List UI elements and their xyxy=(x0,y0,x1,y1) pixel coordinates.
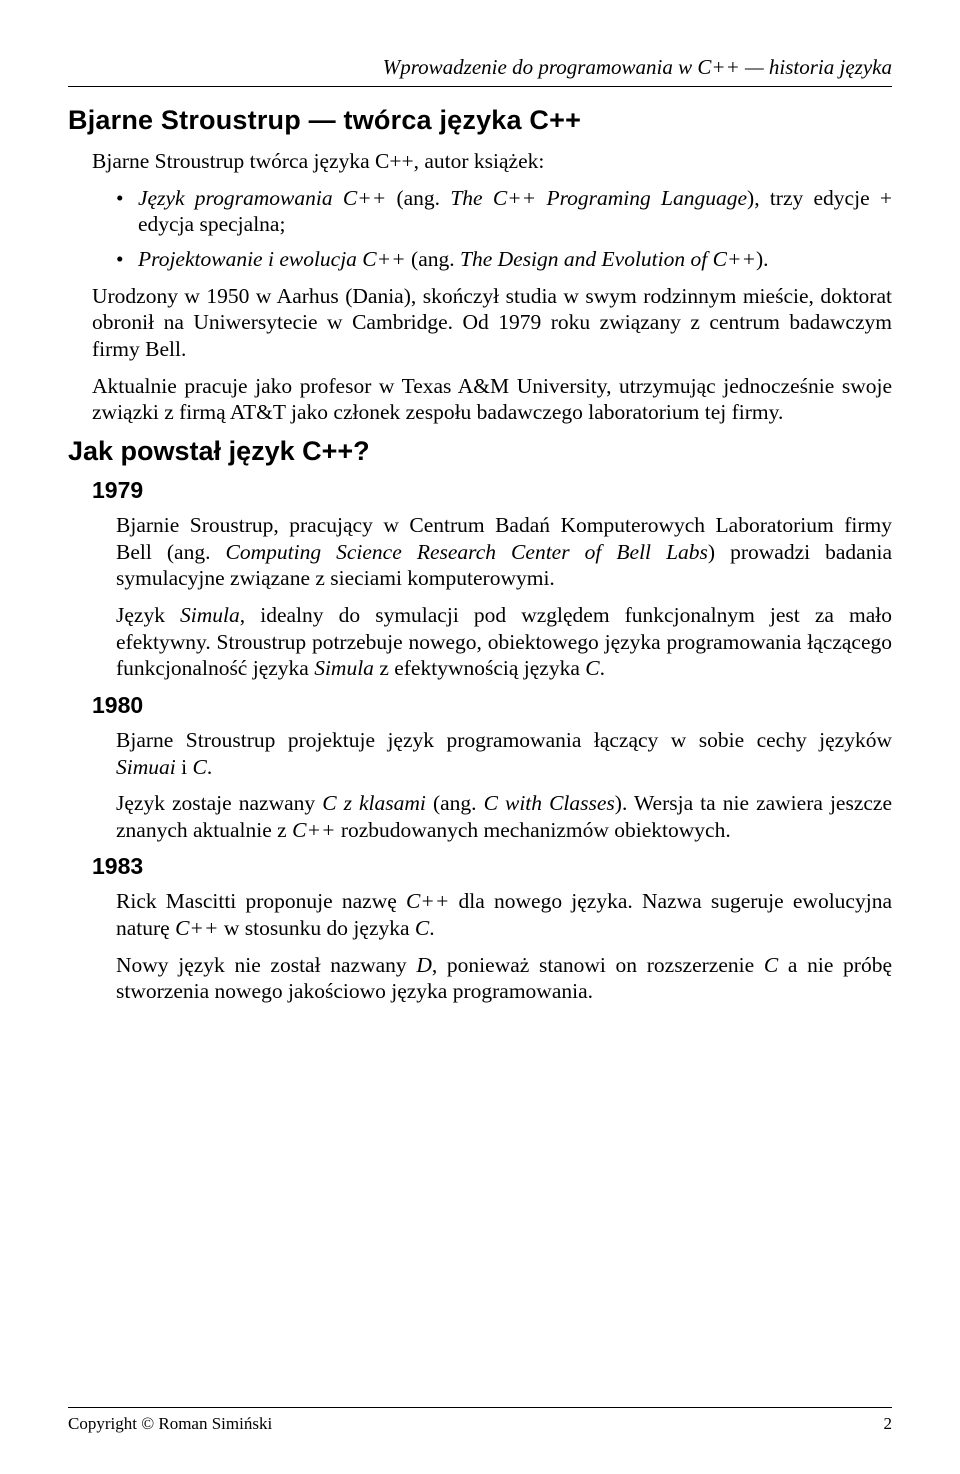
bullet-list: Język programowania C++ (ang. The C++ Pr… xyxy=(116,185,892,273)
text: i xyxy=(176,755,193,779)
text: . xyxy=(429,916,434,940)
text-italic: D xyxy=(416,953,432,977)
text-italic: Computing Science Research Center of Bel… xyxy=(226,540,708,564)
running-header: Wprowadzenie do programowania w C++ — hi… xyxy=(68,55,892,80)
text: (ang. xyxy=(426,791,484,815)
footer-page-number: 2 xyxy=(884,1414,893,1434)
text-italic: C xyxy=(192,755,206,779)
text: Język zostaje nazwany xyxy=(116,791,322,815)
text: . xyxy=(207,755,212,779)
text: Rick Mascitti proponuje nazwę xyxy=(116,889,406,913)
text: Język xyxy=(116,603,180,627)
para-1979-2: Język Simula, idealny do symulacji pod w… xyxy=(116,602,892,682)
text-italic: C++ xyxy=(406,889,449,913)
text-italic: C++ xyxy=(292,818,335,842)
footer-copyright: Copyright © Roman Simiński xyxy=(68,1414,272,1434)
book-title: Projektowanie i ewolucja C++ xyxy=(138,247,406,271)
section2-title: Jak powstał język C++? xyxy=(68,436,892,467)
para-1980-1: Bjarne Stroustrup projektuje język progr… xyxy=(116,727,892,780)
book-title-en: The C++ Programing Language xyxy=(450,186,747,210)
year-1980: 1980 xyxy=(92,692,892,719)
para-1979-1: Bjarnie Sroustrup, pracujący w Centrum B… xyxy=(116,512,892,592)
text-italic: C xyxy=(415,916,429,940)
book-title-en: The Design and Evolution of C++ xyxy=(460,247,756,271)
text: , ponieważ stanowi on rozszerzenie xyxy=(432,953,764,977)
section1-para2: Aktualnie pracuje jako profesor w Texas … xyxy=(92,373,892,426)
bullet-item: Projektowanie i ewolucja C++ (ang. The D… xyxy=(116,246,892,273)
footer: Copyright © Roman Simiński 2 xyxy=(68,1407,892,1434)
text-italic: C with Classes xyxy=(484,791,615,815)
text: rozbudowanych mechanizmów obiektowych. xyxy=(335,818,730,842)
para-1983-1: Rick Mascitti proponuje nazwę C++ dla no… xyxy=(116,888,892,941)
text-italic: Simula xyxy=(314,656,374,680)
text: Nowy język nie został nazwany xyxy=(116,953,416,977)
year-1979: 1979 xyxy=(92,477,892,504)
text-italic: C z klasami xyxy=(322,791,426,815)
text: (ang. xyxy=(386,186,450,210)
text-italic: Simula xyxy=(180,603,240,627)
text: ). xyxy=(756,247,769,271)
bullet-item: Język programowania C++ (ang. The C++ Pr… xyxy=(116,185,892,238)
text: (ang. xyxy=(406,247,460,271)
header-rule xyxy=(68,86,892,87)
text: z efektywnością języka xyxy=(374,656,585,680)
section1-para1: Urodzony w 1950 w Aarhus (Dania), skończ… xyxy=(92,283,892,363)
section1-intro: Bjarne Stroustrup twórca języka C++, aut… xyxy=(92,148,892,175)
text-italic: C xyxy=(764,953,778,977)
text: Bjarne Stroustrup projektuje język progr… xyxy=(116,728,892,752)
para-1980-2: Język zostaje nazwany C z klasami (ang. … xyxy=(116,790,892,843)
book-title: Język programowania C++ xyxy=(138,186,386,210)
text: . xyxy=(600,656,605,680)
footer-rule xyxy=(68,1407,892,1408)
text: w stosunku do języka xyxy=(218,916,414,940)
text-italic: C++ xyxy=(175,916,218,940)
section1-title: Bjarne Stroustrup — twórca języka C++ xyxy=(68,105,892,136)
year-1983: 1983 xyxy=(92,853,892,880)
text-italic: C xyxy=(585,656,599,680)
para-1983-2: Nowy język nie został nazwany D, poniewa… xyxy=(116,952,892,1005)
text-italic: Simuai xyxy=(116,755,176,779)
